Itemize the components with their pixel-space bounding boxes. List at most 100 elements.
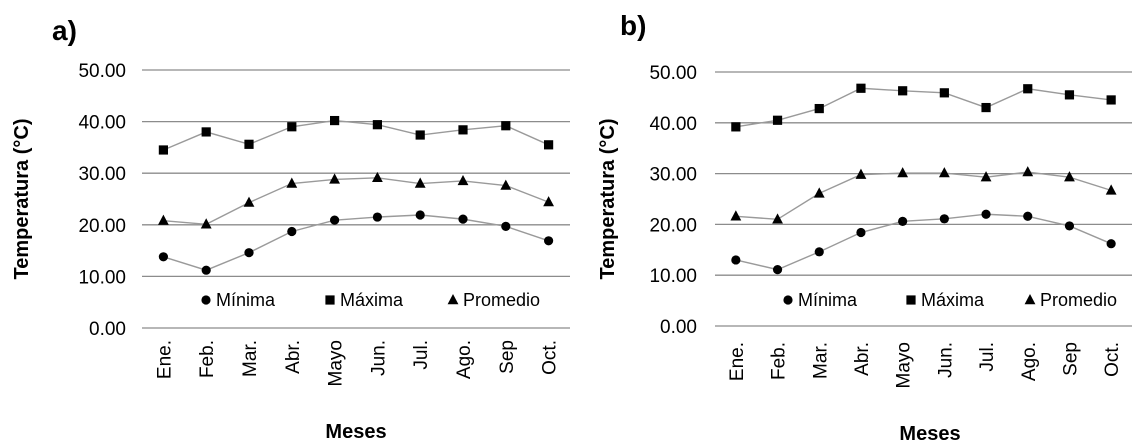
legend: Mínima Máxima Promedio [201, 290, 540, 310]
data-point-triangle [1022, 166, 1034, 177]
data-point-circle [1106, 239, 1116, 249]
data-point-square [898, 86, 908, 96]
legend-marker-circle [783, 295, 793, 305]
legend-label: Máxima [340, 290, 404, 310]
data-point-circle [458, 214, 468, 224]
data-point-circle [898, 216, 908, 226]
legend-label: Promedio [463, 290, 540, 310]
x-tick-label: Mayo [326, 340, 347, 386]
data-point-triangle [329, 173, 340, 184]
data-point-triangle [1105, 184, 1117, 195]
y-tick-label: 40.00 [78, 113, 126, 134]
data-point-triangle [938, 167, 950, 178]
data-point-square [458, 125, 468, 135]
legend-label: Mínima [798, 290, 858, 310]
x-tick-label: Sep [497, 340, 518, 374]
data-point-triangle [414, 177, 426, 188]
series-Máxima [158, 115, 554, 155]
data-point-triangle [158, 214, 169, 225]
data-point-triangle [372, 171, 383, 183]
data-point-square [856, 83, 866, 93]
chart-panel-a: a) 0.00 10.00 20.00 30.00 40.00 50.00 Ene. Feb. M… [11, 15, 570, 443]
x-axis-title: Meses [325, 421, 386, 443]
data-point-square [981, 102, 991, 113]
x-tick-label: Ene. [727, 342, 748, 381]
series-line [735, 87, 1112, 128]
data-point-circle [158, 252, 168, 262]
series-line [735, 171, 1112, 221]
data-point-triangle [1064, 171, 1075, 182]
y-axis-title: Temperatura (°C) [11, 119, 33, 280]
data-point-triangle [730, 210, 742, 221]
series-Máxima [731, 83, 1116, 132]
legend-marker-triangle [1024, 294, 1036, 305]
y-tick-label: 10.00 [78, 267, 126, 288]
x-tick-label: Jun. [368, 340, 389, 376]
x-tick-label: Ago. [1019, 342, 1040, 381]
y-tick-label: 50.00 [649, 63, 697, 84]
x-tick-label: Mayo [894, 342, 915, 388]
data-point-triangle [980, 171, 992, 182]
data-point-triangle [457, 174, 469, 186]
data-point-circle [501, 221, 511, 231]
series-line [163, 214, 549, 271]
data-point-triangle [897, 167, 909, 178]
data-point-circle [1064, 221, 1075, 231]
y-tick-label: 20.00 [649, 215, 697, 236]
y-tick-label: 30.00 [78, 164, 126, 185]
series-Promedio [158, 171, 554, 229]
data-point-circle [981, 209, 991, 219]
data-point-triangle [500, 179, 512, 190]
data-point-square [158, 145, 168, 155]
y-tick-label: 40.00 [649, 114, 697, 135]
data-point-triangle [543, 196, 554, 207]
legend-marker-triangle [447, 294, 459, 305]
x-tick-label: Ago. [454, 340, 475, 379]
x-tick-label: Jul. [977, 342, 998, 372]
data-point-circle [1023, 211, 1033, 221]
data-point-circle [330, 215, 340, 225]
x-tick-label: Ene. [154, 340, 175, 379]
data-point-square [939, 88, 949, 98]
legend-marker-circle [201, 295, 211, 305]
y-tick-label: 20.00 [78, 216, 126, 237]
panel-label: b) [620, 10, 646, 41]
data-point-square [1064, 90, 1075, 100]
y-tick-label: 50.00 [78, 61, 126, 82]
data-point-square [415, 130, 425, 140]
data-point-square [244, 139, 254, 149]
x-tick-label: Sep [1060, 342, 1081, 376]
data-point-circle [244, 248, 254, 258]
series-Promedio [730, 166, 1117, 224]
data-point-circle [939, 214, 949, 224]
data-point-square [814, 103, 824, 114]
data-point-square [1023, 84, 1033, 94]
x-tick-label: Abr. [852, 342, 873, 376]
data-point-circle [856, 227, 866, 238]
legend-label: Mínima [216, 290, 276, 310]
legend-label: Promedio [1040, 290, 1117, 310]
data-point-circle [415, 210, 425, 220]
panel-label: a) [52, 15, 77, 46]
data-point-square [287, 122, 297, 132]
legend-label: Máxima [921, 290, 985, 310]
x-tick-label: Mar. [240, 340, 261, 377]
legend: Mínima Máxima Promedio [783, 290, 1117, 310]
x-tick-label: Feb. [769, 342, 790, 380]
data-point-triangle [243, 196, 255, 207]
data-point-square [544, 140, 554, 150]
data-point-circle [287, 226, 297, 237]
data-point-square [201, 127, 211, 137]
y-axis-title: Temperatura (°C) [597, 119, 619, 280]
data-point-square [372, 120, 382, 130]
series-Mínima [158, 210, 554, 275]
x-tick-label: Abr. [283, 340, 304, 374]
data-point-circle [372, 212, 382, 222]
data-point-circle [544, 236, 554, 246]
legend-marker-square [325, 295, 335, 305]
data-point-square [731, 122, 741, 132]
series-line [735, 213, 1112, 271]
y-tick-label: 0.00 [89, 319, 126, 340]
series-Mínima [731, 209, 1116, 275]
data-point-square [1106, 95, 1116, 105]
